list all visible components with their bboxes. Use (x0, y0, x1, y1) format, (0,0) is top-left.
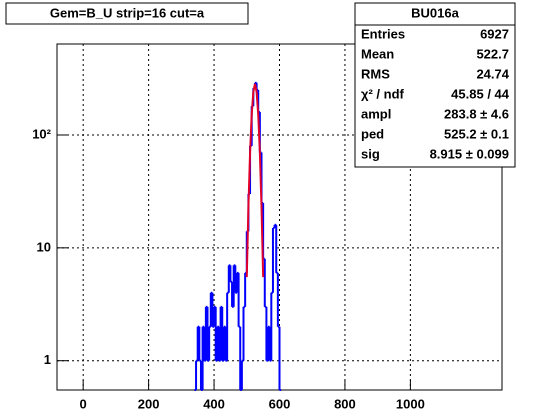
stats-label: ampl (361, 106, 391, 121)
stats-value: 24.74 (476, 66, 509, 81)
x-tick-label: 600 (269, 396, 291, 411)
x-tick-label: 1000 (396, 396, 425, 411)
stats-title: BU016a (411, 5, 459, 20)
chart-title: Gem=B_U strip=16 cut=a (50, 5, 205, 20)
stats-value: 8.915 ± 0.099 (430, 146, 509, 161)
stats-label: RMS (361, 66, 390, 81)
stats-value: 522.7 (476, 46, 509, 61)
y-tick-label: 10² (32, 126, 51, 141)
fit-curve (245, 83, 265, 278)
x-tick-label: 200 (138, 396, 160, 411)
x-tick-label: 800 (334, 396, 356, 411)
stats-box: BU016a Entries 6927 Mean 522.7 RMS 24.74 χ² / n… (354, 2, 516, 168)
stats-label: ped (361, 126, 384, 141)
x-tick-label: 0 (80, 396, 87, 411)
y-tick-label: 10 (37, 239, 51, 254)
stats-label: sig (361, 146, 380, 161)
stats-label: Entries (361, 26, 405, 41)
y-tick-label: 1 (44, 352, 51, 367)
stats-frame (354, 2, 516, 168)
x-tick-label: 400 (203, 396, 225, 411)
stats-value: 6927 (480, 26, 509, 41)
stats-label: χ² / ndf (361, 86, 405, 101)
stats-label: Mean (361, 46, 394, 61)
stats-value: 283.8 ± 4.6 (444, 106, 509, 121)
stats-value: 525.2 ± 0.1 (444, 126, 509, 141)
title-box (5, 2, 249, 25)
stats-value: 45.85 / 44 (451, 86, 510, 101)
